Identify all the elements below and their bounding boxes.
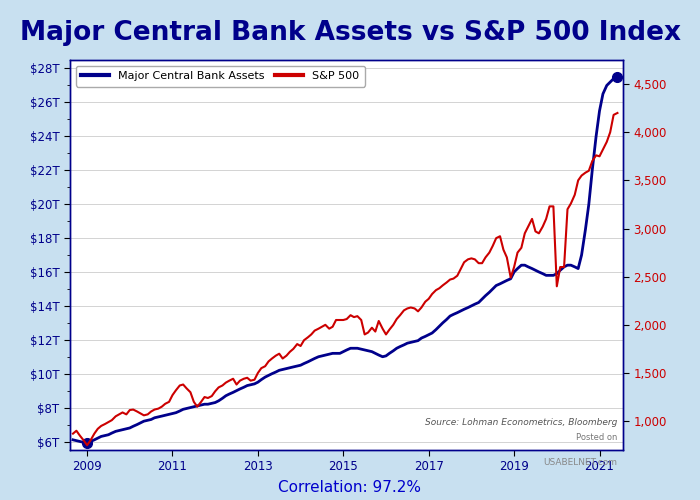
Text: Source: Lohman Econometrics, Bloomberg: Source: Lohman Econometrics, Bloomberg [425,418,617,426]
Text: Major Central Bank Assets vs S&P 500 Index: Major Central Bank Assets vs S&P 500 Ind… [20,20,680,46]
Text: Posted on: Posted on [576,433,617,442]
Legend: Major Central Bank Assets, S&P 500: Major Central Bank Assets, S&P 500 [76,66,365,86]
Text: Correlation: 97.2%: Correlation: 97.2% [279,480,421,496]
Text: USABELNET.com: USABELNET.com [543,458,617,467]
